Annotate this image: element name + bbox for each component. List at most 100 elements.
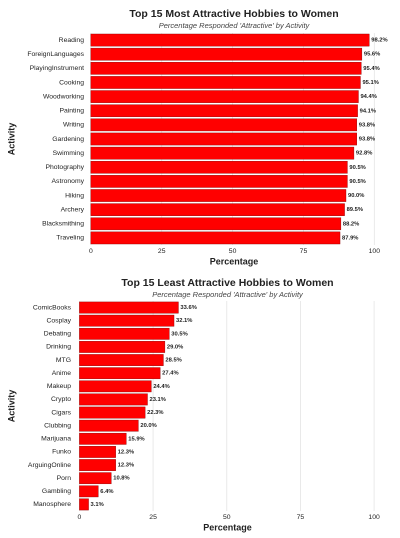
x-axis-label: Percentage: [210, 256, 259, 266]
y-tick-label: Gambling: [42, 488, 71, 495]
bar: [90, 231, 341, 245]
bar: [79, 406, 146, 419]
x-tick-label: 100: [369, 248, 381, 255]
bar: [79, 419, 139, 432]
x-tick-label: 0: [78, 514, 82, 521]
bar: [90, 132, 357, 146]
y-tick-label: Clubbing: [44, 422, 71, 429]
y-tick-label: Cooking: [59, 79, 84, 86]
bar: [79, 446, 116, 458]
value-label: 33.6%: [180, 305, 196, 311]
y-tick-label: Woodworking: [43, 93, 84, 100]
value-label: 6.4%: [100, 489, 113, 495]
value-label: 94.4%: [360, 94, 376, 100]
x-axis-label: Percentage: [203, 522, 252, 532]
y-tick-label: Marijuana: [41, 436, 71, 443]
y-axis-label: Activity: [6, 123, 16, 156]
x-tick-label: 25: [158, 248, 166, 255]
bar: [79, 341, 166, 353]
value-label: 89.5%: [347, 207, 363, 213]
bar: [79, 393, 148, 406]
x-tick-label: 50: [229, 248, 237, 255]
x-tick-label: 25: [149, 514, 157, 521]
y-tick-label: Archery: [61, 206, 85, 213]
value-label: 23.1%: [149, 397, 165, 403]
bar: [79, 485, 99, 498]
y-tick-label: Funko: [52, 449, 71, 456]
value-label: 20.0%: [140, 423, 156, 429]
bar: [90, 90, 359, 103]
value-label: 95.6%: [364, 52, 380, 58]
x-tick-label: 75: [297, 514, 305, 521]
value-label: 22.3%: [147, 410, 163, 416]
bar: [90, 175, 348, 188]
value-label: 90.0%: [348, 193, 364, 199]
x-tick-label: 50: [223, 514, 231, 521]
y-tick-label: Manosphere: [33, 501, 71, 508]
chart-subtitle: Percentage Responded 'Attractive' by Act…: [152, 290, 304, 299]
y-tick-label: Anime: [52, 370, 71, 377]
y-tick-label: Crypto: [51, 396, 71, 403]
bar: [90, 203, 345, 216]
y-tick-label: Astronomy: [52, 178, 85, 185]
bar: [90, 104, 358, 118]
bar: [90, 118, 357, 132]
bar: [90, 160, 348, 174]
value-label: 28.5%: [165, 358, 181, 364]
value-label: 95.1%: [362, 80, 378, 86]
bar: [90, 217, 342, 231]
bar: [79, 432, 127, 445]
y-tick-label: Cigars: [51, 409, 71, 416]
value-label: 12.3%: [118, 449, 134, 455]
y-tick-label: ArguingOnline: [28, 462, 71, 469]
bar: [79, 498, 89, 511]
chart-title: Top 15 Most Attractive Hobbies to Women: [129, 8, 338, 20]
y-axis-label: Activity: [6, 390, 16, 423]
y-tick-label: Debating: [44, 331, 71, 338]
value-label: 93.8%: [359, 122, 375, 128]
x-tick-label: 100: [368, 514, 380, 521]
bar: [79, 367, 161, 380]
value-label: 98.2%: [371, 38, 387, 44]
x-tick-label: 75: [300, 248, 308, 255]
y-tick-label: Traveling: [56, 235, 84, 242]
value-label: 92.8%: [356, 151, 372, 157]
bar: [90, 189, 347, 202]
value-label: 27.4%: [162, 371, 178, 377]
value-label: 3.1%: [91, 502, 104, 508]
bar: [90, 33, 370, 47]
y-tick-label: Writing: [63, 122, 84, 129]
value-label: 24.4%: [153, 384, 169, 390]
y-tick-label: Porn: [57, 475, 72, 482]
value-label: 10.8%: [113, 476, 129, 482]
y-tick-label: Cosplay: [46, 317, 71, 324]
bar: [90, 47, 363, 61]
value-label: 94.1%: [360, 108, 376, 114]
y-tick-label: ComicBooks: [33, 304, 72, 311]
value-label: 12.3%: [118, 463, 134, 469]
bar: [79, 380, 152, 393]
bar: [79, 327, 170, 340]
bar: [79, 314, 175, 327]
y-tick-label: Reading: [59, 37, 85, 44]
chart-title: Top 15 Least Attractive Hobbies to Women: [121, 277, 333, 289]
bar: [79, 354, 164, 366]
value-label: 95.4%: [363, 66, 379, 72]
y-tick-label: Drinking: [46, 344, 71, 351]
value-label: 88.2%: [343, 221, 359, 227]
bar: [79, 301, 179, 314]
bar: [90, 146, 355, 160]
y-tick-label: MTG: [56, 357, 71, 364]
value-label: 29.0%: [167, 344, 183, 350]
bar: [90, 76, 361, 89]
y-tick-label: Photography: [45, 164, 84, 171]
x-tick-label: 0: [89, 248, 93, 255]
value-label: 15.9%: [128, 436, 144, 442]
y-tick-label: ForeignLanguages: [27, 51, 84, 58]
chart-subtitle: Percentage Responded 'Attractive' by Act…: [159, 21, 311, 30]
y-tick-label: Painting: [59, 108, 84, 115]
y-tick-label: PlayingInstrument: [30, 65, 85, 72]
y-tick-label: Hiking: [65, 192, 84, 199]
value-label: 30.5%: [171, 331, 187, 337]
